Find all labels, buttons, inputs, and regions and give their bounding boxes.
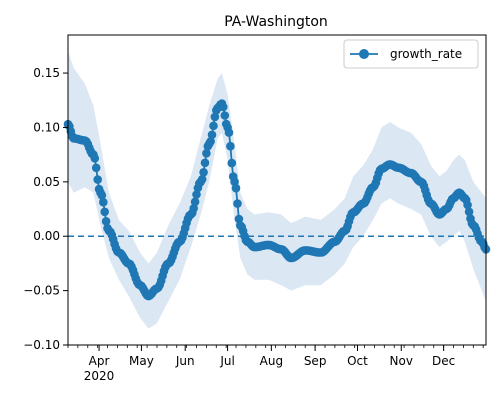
data-point — [219, 102, 228, 112]
data-point — [234, 214, 244, 224]
data-point — [199, 168, 208, 177]
data-point — [93, 175, 102, 184]
data-point — [464, 207, 474, 217]
series-marker-layer — [63, 99, 491, 301]
plot-frame — [67, 34, 487, 346]
x-tick-label: Oct — [347, 354, 368, 368]
y-tick-label: 0.05 — [33, 175, 60, 189]
data-point — [200, 158, 210, 168]
data-point — [224, 128, 234, 137]
data-point — [206, 137, 215, 146]
x-tick-sublabel: 2020 — [84, 369, 115, 383]
x-tick-label: Jul — [219, 354, 234, 368]
x-tick-label: May — [129, 354, 154, 368]
legend: growth_rate — [343, 39, 479, 69]
data-point — [197, 175, 207, 184]
data-point — [226, 141, 235, 151]
data-point — [99, 197, 108, 207]
y-tick-label: 0.15 — [33, 66, 60, 80]
data-point — [220, 111, 230, 120]
data-point — [463, 200, 472, 210]
data-point — [90, 154, 100, 163]
data-point — [233, 199, 242, 208]
legend-label: growth_rate — [390, 47, 462, 61]
data-point — [101, 217, 111, 226]
data-point — [210, 112, 220, 122]
y-tick-label: 0.10 — [33, 120, 60, 134]
y-tick-label: −0.05 — [23, 284, 60, 298]
x-tick-label: Nov — [390, 354, 413, 368]
x-tick-label: Jun — [175, 354, 195, 368]
x-tick-label: Sep — [304, 354, 327, 368]
data-point — [100, 207, 109, 217]
y-axis: −0.10 −0.05 0.00 0.05 0.10 0.15 — [23, 66, 68, 352]
data-point — [230, 177, 239, 187]
legend-box — [343, 39, 479, 69]
data-point — [231, 183, 241, 193]
data-point — [207, 130, 217, 140]
x-tick-label: Aug — [260, 354, 283, 368]
legend-marker — [359, 49, 369, 59]
chart-title: PA-Washington — [224, 14, 328, 30]
data-point — [190, 197, 200, 207]
data-point — [209, 121, 218, 131]
y-tick-label: −0.10 — [23, 338, 60, 352]
data-point — [189, 204, 198, 213]
data-point — [91, 163, 101, 173]
y-tick-label: 0.00 — [33, 229, 60, 243]
data-point — [202, 149, 211, 158]
data-point — [97, 191, 107, 200]
x-tick-label: Dec — [432, 354, 455, 368]
data-point — [192, 190, 201, 199]
data-point — [227, 158, 237, 168]
x-tick-label: Apr — [89, 354, 110, 368]
